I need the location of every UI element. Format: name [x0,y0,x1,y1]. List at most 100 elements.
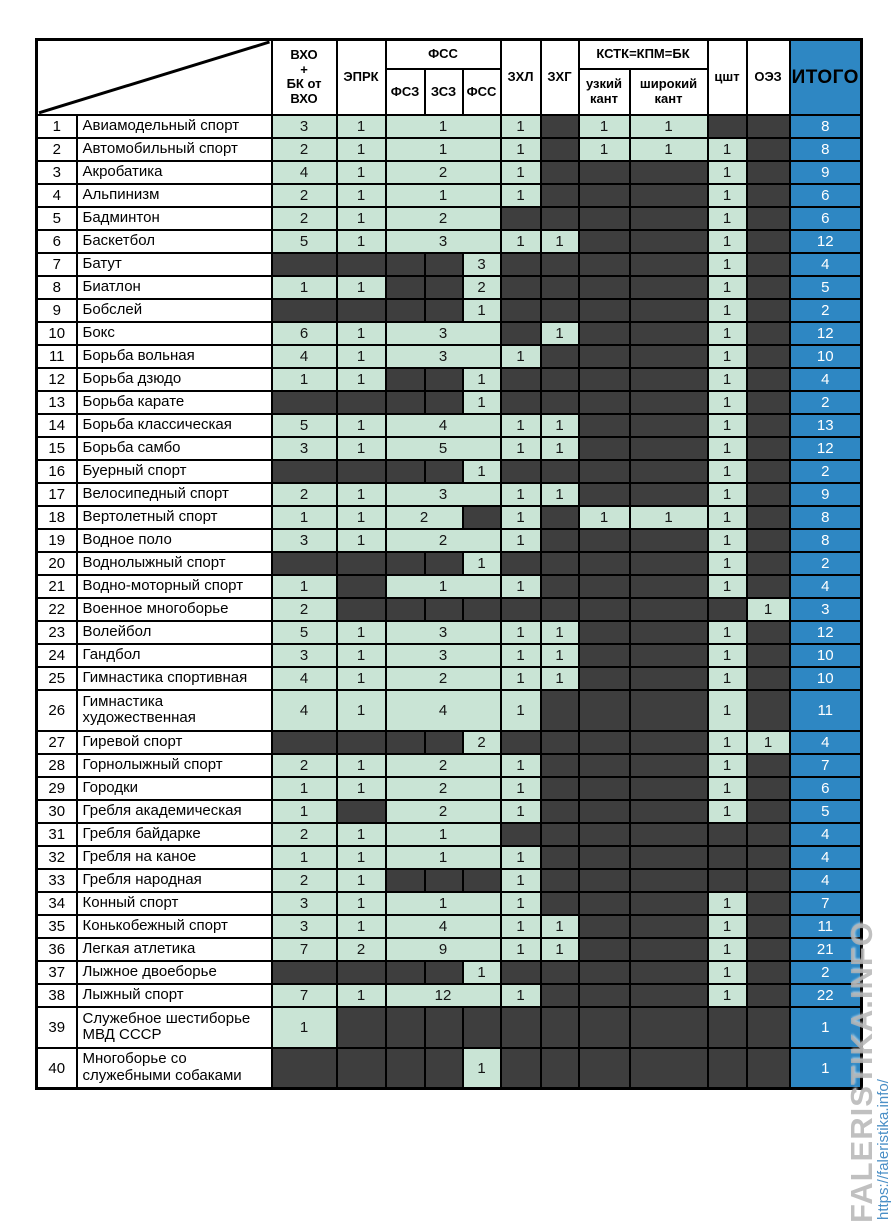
table-row: 16 Буерный спорт 1 1 2 [35,458,863,484]
cell-shirokiy-kant [628,159,709,185]
cell-eprk: 1 [335,320,387,346]
cell-tsht: 1 [706,458,748,484]
header-group-row: ВХО + БК от ВХО ЭПРК ФСС ЗХЛ ЗХГ КСТК=КП… [35,38,863,116]
row-number: 26 [35,688,78,732]
table-row: 19 Водное поло 3 1 2 1 1 8 [35,527,863,553]
cell-eprk: 1 [335,343,387,369]
cell-zhl: 1 [499,867,542,893]
cell-shirokiy-kant [628,435,709,461]
cell-shirokiy-kant [628,274,709,300]
cell-uzkiy-kant [577,775,631,801]
total-cell: 1 [788,1005,863,1049]
table-row: 2 Автомобильный спорт 2 1 1 1 1 1 1 8 [35,136,863,162]
cell-fss-merged: 1 [384,136,502,162]
cell-zhg [539,844,580,870]
cell-uzkiy-kant [577,458,631,484]
cell-shirokiy-kant [628,821,709,847]
cell-uzkiy-kant [577,573,631,599]
cell-fss-merged: 2 [384,665,502,691]
sport-name: Бобслей [75,297,273,323]
cell-zhg [539,798,580,824]
cell-fsz [384,867,426,893]
row-number: 40 [35,1046,78,1090]
cell-tsht: 1 [706,573,748,599]
total-cell: 12 [788,619,863,645]
cell-tsht: 1 [706,182,748,208]
cell-zhl: 1 [499,844,542,870]
cell-shirokiy-kant [628,297,709,323]
cell-fsz [384,251,426,277]
cell-tsht: 1 [706,159,748,185]
cell-zhl [499,550,542,576]
sport-name: Гребля на каное [75,844,273,870]
col-header-fss: ФСС [461,68,502,116]
cell-oez [745,665,791,691]
cell-fsz [384,389,426,415]
col-header-eprk: ЭПРК [335,38,387,116]
cell-oez [745,890,791,916]
sport-name: Баскетбол [75,228,273,254]
cell-uzkiy-kant [577,274,631,300]
table-row: 38 Лыжный спорт 7 1 12 1 1 22 [35,982,863,1008]
cell-oez [745,844,791,870]
cell-tsht: 1 [706,665,748,691]
row-number: 18 [35,504,78,530]
cell-uzkiy-kant [577,159,631,185]
sport-name: Гребля академическая [75,798,273,824]
table-row: 8 Биатлон 1 1 2 1 5 [35,274,863,300]
cell-zhl [499,596,542,622]
cell-tsht: 1 [706,274,748,300]
cell-tsht [706,1005,748,1049]
cell-shirokiy-kant [628,798,709,824]
total-cell: 12 [788,435,863,461]
cell-zhg [539,504,580,530]
col-header-zsz: ЗСЗ [423,68,464,116]
cell-shirokiy-kant [628,913,709,939]
cell-vho: 2 [270,596,338,622]
cell-vho: 1 [270,274,338,300]
cell-tsht: 1 [706,642,748,668]
cell-fss-merged: 3 [384,481,502,507]
cell-fsz [384,297,426,323]
cell-zsz [423,274,464,300]
cell-eprk: 1 [335,366,387,392]
cell-zhg: 1 [539,481,580,507]
sport-name: Волейбол [75,619,273,645]
cell-vho [270,251,338,277]
cell-uzkiy-kant [577,867,631,893]
cell-zhg [539,159,580,185]
cell-shirokiy-kant: 1 [628,136,709,162]
cell-vho [270,729,338,755]
cell-vho: 1 [270,1005,338,1049]
cell-tsht: 1 [706,527,748,553]
cell-oez [745,159,791,185]
cell-zhg [539,297,580,323]
sport-name: Борьба вольная [75,343,273,369]
cell-eprk [335,729,387,755]
cell-fsz [384,1005,426,1049]
cell-zhg: 1 [539,435,580,461]
cell-fss-merged: 1 [384,573,502,599]
cell-oez [745,251,791,277]
cell-zhg [539,343,580,369]
table-row: 28 Горнолыжный спорт 2 1 2 1 1 7 [35,752,863,778]
sport-name: Гандбол [75,642,273,668]
cell-zhg: 1 [539,412,580,438]
cell-vho [270,297,338,323]
cell-fss-merged: 4 [384,913,502,939]
cell-tsht [706,821,748,847]
total-cell: 8 [788,136,863,162]
cell-fss-merged: 2 [384,159,502,185]
cell-zhl [499,366,542,392]
cell-zhg [539,890,580,916]
cell-shirokiy-kant [628,688,709,732]
cell-zhg [539,458,580,484]
cell-zhg [539,182,580,208]
sport-name: Гиревой спорт [75,729,273,755]
sport-name: Буерный спорт [75,458,273,484]
cell-eprk: 1 [335,913,387,939]
cell-zsz [423,251,464,277]
cell-tsht: 1 [706,389,748,415]
cell-eprk: 1 [335,619,387,645]
sport-name: Воднолыжный спорт [75,550,273,576]
